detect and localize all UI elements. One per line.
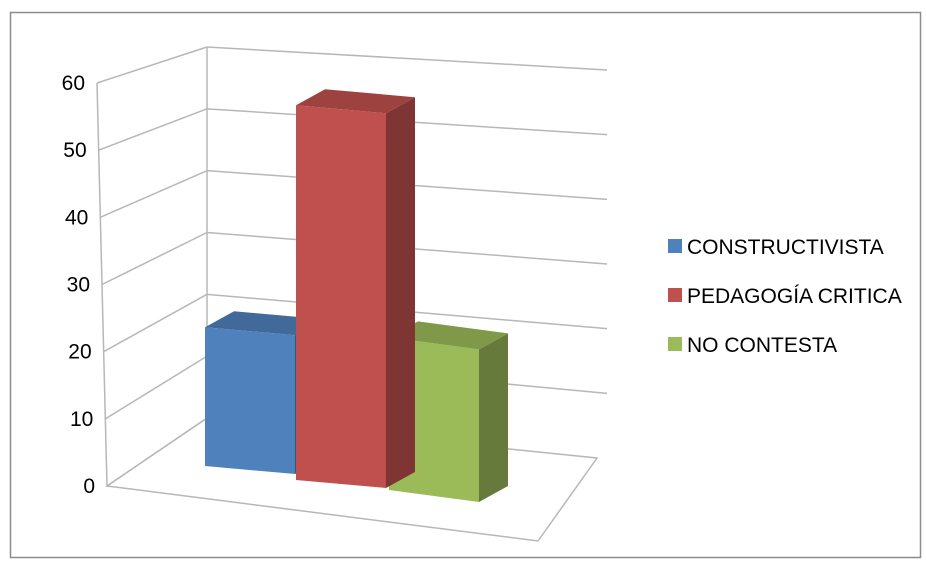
legend-swatch (668, 288, 682, 302)
bar-front-face (205, 327, 295, 474)
side-gridline (100, 169, 208, 219)
legend-label: CONSTRUCTIVISTA (687, 236, 884, 259)
legend-swatch (668, 337, 682, 351)
bar-side-face (386, 97, 415, 489)
bar-side-face (479, 333, 508, 502)
bar-2 (296, 89, 415, 489)
bar-top-face (296, 89, 415, 114)
y-axis-ticks: 0 10 20 30 40 50 60 (62, 72, 95, 498)
y-tick-label: 60 (62, 72, 85, 95)
side-gridline (103, 293, 208, 353)
y-tick-label: 40 (65, 206, 88, 229)
y-tick-label: 50 (63, 139, 86, 162)
legend-item: CONSTRUCTIVISTA (668, 236, 884, 259)
side-gridline (101, 231, 208, 286)
legend-item: PEDAGOGÍA CRITICA (668, 285, 902, 308)
bar-front-face (296, 105, 386, 489)
legend: CONSTRUCTIVISTA PEDAGOGÍA CRITICA NO CONTE… (668, 236, 902, 357)
bar-top-face (205, 311, 324, 336)
legend-label: PEDAGOGÍA CRITICA (687, 285, 902, 308)
side-gridline (104, 355, 208, 420)
side-gridline (106, 417, 208, 487)
side-gridline (96, 46, 208, 84)
legend-swatch (668, 239, 682, 253)
y-tick-label: 30 (67, 274, 90, 297)
y-tick-label: 10 (70, 408, 93, 431)
y-tick-label: 20 (68, 341, 91, 364)
legend-label: NO CONTESTA (687, 334, 837, 357)
back-gridline (206, 46, 608, 71)
side-gridline (98, 108, 208, 151)
y-tick-label: 0 (83, 475, 95, 498)
legend-item: NO CONTESTA (668, 334, 837, 357)
bar-top-face (389, 321, 508, 350)
bars (205, 89, 508, 502)
